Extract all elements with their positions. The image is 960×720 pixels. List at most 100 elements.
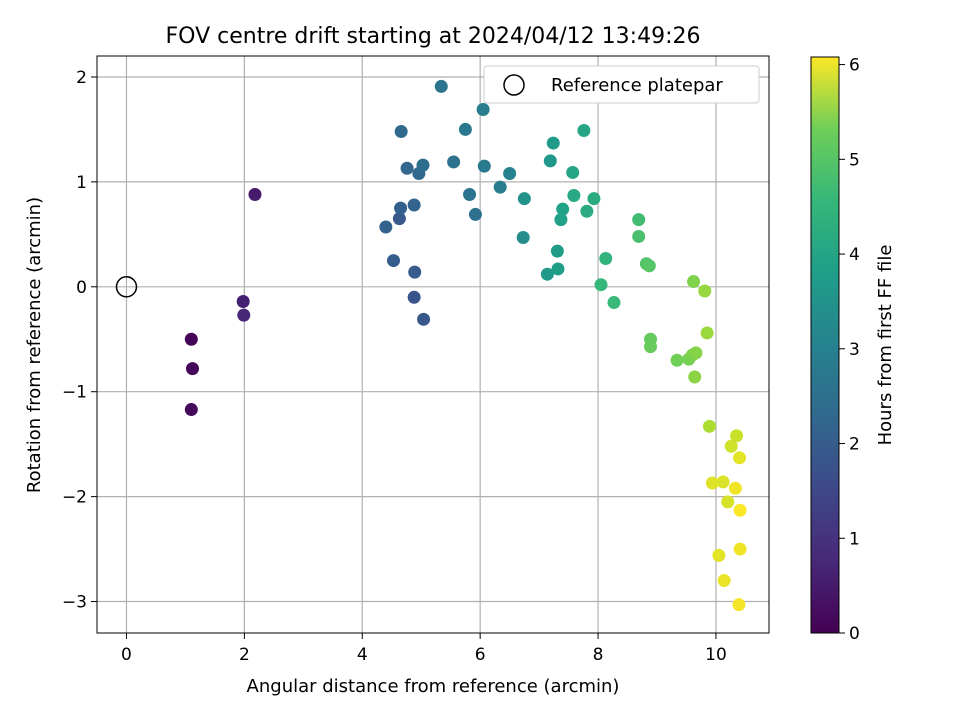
- x-axis-label: Angular distance from reference (arcmin): [247, 676, 620, 697]
- data-point: [237, 308, 251, 322]
- data-point: [724, 439, 738, 453]
- data-point: [670, 353, 684, 367]
- y-tick-label: −3: [62, 593, 87, 613]
- y-tick-label: −1: [62, 383, 87, 403]
- x-axis-ticks: 0 2 4 6 8 10: [121, 633, 727, 665]
- data-point: [516, 230, 530, 244]
- data-point: [700, 326, 714, 340]
- data-point: [468, 207, 482, 221]
- data-point: [546, 136, 560, 150]
- colorbar-tick-label: 3: [849, 340, 860, 360]
- data-point: [721, 495, 735, 509]
- x-tick-label: 10: [705, 645, 727, 665]
- data-point: [185, 362, 199, 376]
- data-point: [689, 346, 703, 360]
- data-point: [477, 159, 491, 173]
- colorbar-ticks: 0 1 2 3 4 5 6: [839, 56, 860, 644]
- data-point: [698, 284, 712, 298]
- data-points: [184, 79, 747, 612]
- legend-marker-icon: [503, 74, 525, 96]
- data-point: [607, 296, 621, 310]
- colorbar-tick-label: 1: [849, 529, 860, 549]
- data-point: [730, 429, 744, 443]
- x-tick-label: 8: [593, 645, 604, 665]
- legend-box: [483, 65, 760, 104]
- data-point: [407, 198, 421, 212]
- data-point: [550, 244, 564, 258]
- grid-lines: [97, 56, 769, 633]
- data-point: [702, 419, 716, 433]
- data-point: [566, 165, 580, 179]
- data-point: [417, 312, 431, 326]
- data-point: [379, 220, 393, 234]
- y-axis-label: Rotation from reference (arcmin): [24, 197, 45, 493]
- data-point: [408, 265, 422, 279]
- plot-frame: [96, 55, 770, 634]
- colorbar-tick-label: 2: [849, 435, 860, 455]
- colorbar: 0 1 2 3 4 5 6 Hours from first FF file: [810, 56, 896, 644]
- data-point: [632, 213, 646, 227]
- data-point: [587, 192, 601, 206]
- data-point: [387, 254, 401, 268]
- data-point: [642, 259, 656, 273]
- data-point: [463, 187, 477, 201]
- data-point: [733, 451, 747, 465]
- y-tick-label: −2: [62, 488, 87, 508]
- data-point: [236, 294, 250, 308]
- colorbar-tick-label: 6: [849, 56, 860, 76]
- colorbar-gradient: [810, 56, 840, 634]
- data-point: [717, 574, 731, 588]
- y-tick-label: 2: [76, 68, 87, 88]
- data-point: [493, 180, 507, 194]
- data-point: [705, 476, 719, 490]
- data-point: [728, 481, 742, 495]
- data-point: [184, 403, 198, 417]
- x-tick-label: 4: [357, 645, 368, 665]
- data-point: [540, 267, 554, 281]
- data-point: [580, 204, 594, 218]
- legend: Reference platepar: [483, 65, 760, 104]
- data-point: [503, 166, 517, 180]
- data-point: [554, 213, 568, 227]
- x-tick-label: 0: [121, 645, 132, 665]
- data-point: [688, 370, 702, 384]
- x-tick-label: 2: [239, 645, 250, 665]
- reference-platepar-marker: [115, 276, 138, 298]
- data-point: [184, 332, 198, 346]
- data-point: [248, 187, 262, 201]
- data-point: [594, 278, 608, 292]
- data-point: [434, 79, 448, 93]
- data-point: [712, 548, 726, 562]
- colorbar-tick-label: 4: [849, 245, 860, 265]
- chart-title: FOV centre drift starting at 2024/04/12 …: [166, 24, 701, 49]
- data-point: [716, 475, 730, 489]
- data-point: [394, 201, 408, 215]
- data-point: [556, 202, 570, 216]
- data-point: [567, 189, 581, 203]
- data-point: [733, 503, 747, 517]
- y-tick-label: 1: [76, 173, 87, 193]
- data-point: [392, 212, 406, 226]
- data-point: [476, 103, 490, 117]
- colorbar-label: Hours from first FF file: [875, 245, 896, 446]
- data-point: [458, 122, 472, 136]
- data-point: [599, 251, 613, 265]
- data-point: [447, 155, 461, 169]
- data-point: [644, 340, 658, 354]
- colorbar-tick-label: 0: [849, 624, 860, 644]
- y-tick-label: 0: [76, 278, 87, 298]
- data-point: [407, 290, 421, 304]
- data-point: [632, 229, 646, 243]
- data-point: [687, 275, 701, 289]
- data-point: [400, 161, 414, 175]
- y-axis-ticks: −3 −2 −1 0 1 2: [62, 68, 97, 613]
- legend-label: Reference platepar: [551, 75, 723, 96]
- data-point: [577, 123, 591, 137]
- data-point: [543, 154, 557, 168]
- data-point: [416, 158, 430, 172]
- colorbar-tick-label: 5: [849, 150, 860, 170]
- data-point: [733, 542, 747, 556]
- data-point: [517, 192, 531, 206]
- data-point: [732, 598, 746, 612]
